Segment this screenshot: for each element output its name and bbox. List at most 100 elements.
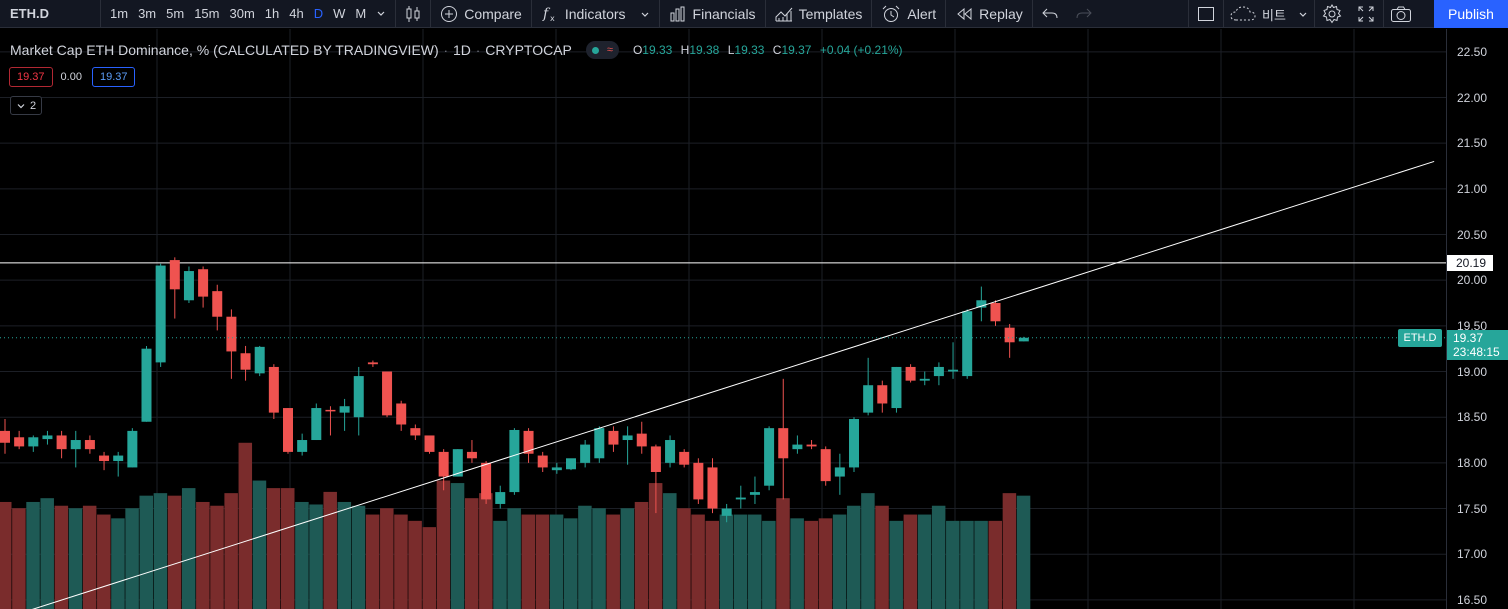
volume-bar [337,501,352,609]
volume-bar [988,520,1002,609]
chevron-down-icon [17,103,25,108]
bar-countdown: 23:48:15 [1453,344,1500,359]
candle-body [580,444,591,463]
candle-body [410,428,421,436]
divider [1188,0,1189,28]
candle-body [353,376,364,418]
candle-body [877,385,888,404]
price-scale[interactable]: 22.50 22.00 21.50 21.00 20.50 20.00 19.50 19.00… [1446,29,1508,609]
candle-body [1004,327,1015,343]
volume-bar [747,514,762,609]
volume-bar [111,518,125,609]
divider [1382,0,1384,28]
volume-bar [847,505,861,609]
interval-d[interactable]: D [313,6,324,21]
volume-bar [68,508,83,609]
volume-bar [125,508,139,609]
buy-price-box[interactable]: 19.37 [91,67,136,87]
volume-bar [82,505,97,609]
interval-1m[interactable]: 1m [110,6,129,21]
candle-body [438,451,449,477]
symbol-search[interactable]: ETH.D [10,6,49,21]
volume-bar [818,518,833,609]
candle-body [551,467,562,471]
volume-bar [960,520,974,609]
series-timeframe: 1D [453,42,471,58]
legend-separator: · [475,42,481,58]
undo-icon[interactable] [1033,0,1067,28]
svg-text:f: f [542,6,551,22]
divider [1223,0,1224,28]
interval-30m[interactable]: 30m [229,6,255,21]
interval-4h[interactable]: 4h [289,6,304,21]
compare-label: Compare [464,5,522,22]
candles-chart-type-icon[interactable] [396,0,430,28]
financials-label: Financials [692,5,756,22]
interval-dropdown-chevron-icon[interactable] [371,6,391,21]
redo-icon[interactable] [1067,0,1101,28]
volume-bar [380,508,394,609]
camera-icon[interactable] [1384,0,1418,28]
candle-body [863,385,874,413]
low-label: L [727,43,735,57]
fullscreen-icon[interactable] [1349,0,1383,28]
candle-body [948,369,959,372]
candle-body [42,435,53,440]
divider [871,0,873,28]
candle-body [367,362,378,365]
price-tick-label: 21.50 [1457,136,1488,151]
candle-body [707,467,718,509]
alert-button[interactable]: Alert [872,0,945,28]
interval-5m[interactable]: 5m [166,6,185,21]
candle-body [566,458,576,470]
templates-icon [775,7,792,21]
financials-button[interactable]: Financials [660,0,765,28]
volume-bar [507,508,521,609]
indicators-collapse-toggle[interactable]: 2 [10,96,43,115]
volume-bar [153,493,168,609]
interval-15m[interactable]: 15m [194,6,220,21]
candle-body [749,492,760,495]
volume-bar [705,520,719,609]
layout-icon[interactable] [1189,0,1223,28]
publish-button[interactable]: Publish [1434,0,1508,28]
volume-bar [889,520,903,609]
volume-bar [493,520,507,609]
chart-canvas[interactable] [0,29,1446,609]
sell-price-box[interactable]: 19.37 [9,67,53,87]
current-price-label: 19.37 23:48:15 [1447,329,1508,360]
change-value: +0.04 (+0.21%) [819,43,903,57]
interval-m[interactable]: M [355,6,367,21]
chevron-down-icon [641,12,648,17]
indicators-label: Indicators [564,5,626,22]
volume-bar [776,498,790,609]
interval-w[interactable]: W [333,6,346,21]
series-title[interactable]: Market Cap ETH Dominance, % (CALCULATED … [10,42,439,58]
replay-button[interactable]: Replay [946,0,1032,28]
market-status-badge[interactable]: ≈ [585,41,619,59]
volume-bar [40,498,54,609]
candle-body [679,451,690,465]
candle-body [849,419,859,468]
candle-body [99,455,110,462]
candle-body [113,455,124,462]
candle-body [990,303,1001,322]
compare-button[interactable]: Compare [431,0,531,28]
market-open-dot-icon [591,46,599,54]
candle-body [14,437,25,447]
candle-body [28,437,39,447]
candle-body [254,346,265,374]
settings-gear-icon[interactable] [1315,0,1349,28]
templates-button[interactable]: Templates [766,0,872,28]
candle-body [1018,337,1029,342]
price-tick-label: 22.50 [1457,44,1488,59]
price-tick-label: 16.50 [1457,592,1488,607]
volume-bar [224,493,238,609]
interval-1h[interactable]: 1h [264,6,280,21]
layout-name-dropdown[interactable]: 비트 [1224,5,1314,24]
volume-bar [733,514,748,609]
horizontal-line-price-label: 20.19 [1447,254,1493,271]
interval-3m[interactable]: 3m [138,6,157,21]
